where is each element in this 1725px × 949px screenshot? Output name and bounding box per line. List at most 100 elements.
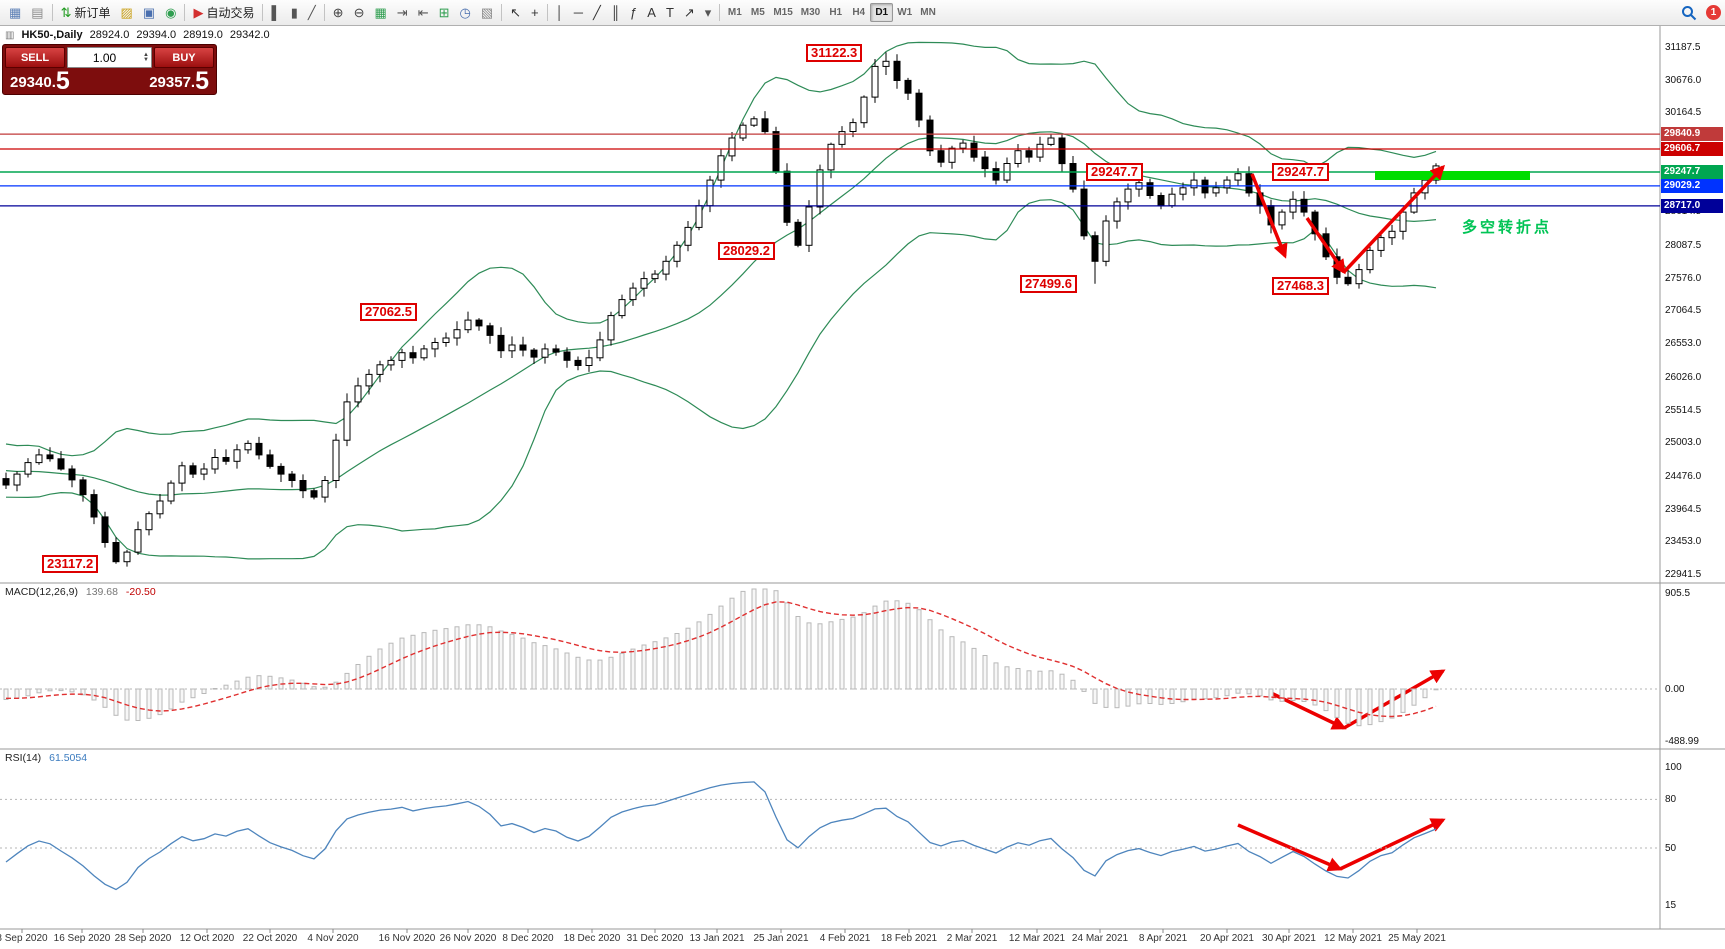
time-axis-label: 22 Oct 2020 [242, 933, 298, 944]
chart-shift-button[interactable]: ⇤ [413, 2, 434, 23]
toolbar-separator [546, 4, 548, 21]
timeframe-mn[interactable]: MN [920, 7, 936, 18]
timeframe-w1[interactable]: W1 [897, 7, 913, 18]
sell-button[interactable]: SELL [5, 47, 65, 68]
tile-windows-button[interactable]: ▦ [369, 2, 391, 23]
timeframe-h4[interactable]: H4 [852, 7, 866, 18]
new-chart-button[interactable]: ▦ [4, 2, 26, 23]
price-axis-label: 27064.5 [1665, 305, 1702, 317]
community-button[interactable]: ◉ [160, 2, 181, 23]
macd-value-main: 139.68 [85, 586, 118, 598]
accounts-button[interactable]: ▣ [138, 2, 160, 23]
indicators-icon: ⊞ [438, 5, 450, 20]
arrows-tool-button[interactable]: ↗ [679, 2, 700, 23]
price-annotation[interactable]: 29247.7 [1272, 163, 1329, 181]
search-button[interactable] [1676, 2, 1702, 23]
zoom-out-button[interactable]: ⊖ [349, 2, 370, 23]
price-axis-label: 30676.0 [1665, 74, 1702, 86]
price-annotation[interactable]: 28029.2 [718, 242, 775, 260]
text-button[interactable]: A [642, 2, 661, 23]
new-order-button[interactable]: ⇅ 新订单 [56, 2, 116, 23]
price-tag[interactable]: 28717.0 [1661, 198, 1723, 213]
zoom-in-button[interactable]: ⊕ [328, 2, 349, 23]
trendline-button[interactable]: ╱ [588, 2, 606, 23]
volume-down-icon[interactable]: ▼ [143, 56, 149, 63]
text-label-icon: T [665, 5, 674, 20]
auto-trading-icon: ▶ [193, 5, 204, 20]
line-chart-icon: ╱ [307, 5, 316, 20]
buy-price-big-digit: 5 [195, 67, 209, 95]
templates-button[interactable]: ▧ [476, 2, 498, 23]
timeframe-d1[interactable]: D1 [870, 3, 894, 22]
cursor-button[interactable]: ↖ [505, 2, 526, 23]
time-axis-label: 16 Sep 2020 [53, 933, 111, 944]
resistance-highlight[interactable] [1375, 171, 1530, 180]
templates-icon: ▧ [480, 5, 494, 20]
channel-icon: ║ [610, 5, 621, 20]
history-center-button[interactable]: ▨ [116, 2, 138, 23]
fibonacci-button[interactable]: ƒ [625, 2, 642, 23]
auto-scroll-icon: ⇥ [396, 5, 408, 20]
volume-field: ▲ ▼ [67, 47, 152, 68]
horizontal-line-button[interactable]: ─ [569, 2, 588, 23]
price-tag[interactable]: 29029.2 [1661, 178, 1723, 193]
time-axis-label: 12 Oct 2020 [179, 933, 235, 944]
timeframe-h1[interactable]: H1 [829, 7, 843, 18]
crosshair-button[interactable]: + [526, 2, 544, 23]
timeframe-m30[interactable]: M30 [800, 7, 821, 18]
vertical-line-button[interactable]: │ [551, 2, 569, 23]
trendline-icon: ╱ [592, 5, 601, 20]
line-chart-button[interactable]: ╱ [303, 2, 321, 23]
price-tag[interactable]: 29606.7 [1661, 142, 1723, 157]
indicators-button[interactable]: ⊞ [434, 2, 455, 23]
volume-stepper[interactable]: ▲ ▼ [141, 51, 151, 63]
notification-badge[interactable]: 1 [1706, 5, 1721, 20]
time-axis-label: 13 Jan 2021 [689, 933, 745, 944]
toolbar-separator [184, 4, 186, 21]
rsi-name: RSI(14) [5, 752, 42, 764]
price-tag[interactable]: 29840.9 [1661, 127, 1723, 142]
chart-shift-icon: ⇤ [417, 5, 429, 20]
sell-price-big-digit: 5 [55, 67, 70, 95]
price-axis-label: 22941.5 [1665, 568, 1702, 580]
price-annotation[interactable]: 23117.2 [42, 555, 99, 573]
macd-signal-line [6, 601, 1437, 718]
toolbar-separator [719, 4, 721, 21]
time-axis-label: 26 Nov 2020 [439, 933, 497, 944]
price-annotation[interactable]: 27499.6 [1020, 275, 1077, 293]
volume-input[interactable] [68, 50, 142, 65]
price-annotation[interactable]: 27468.3 [1272, 277, 1329, 295]
timeframe-m1[interactable]: M1 [727, 7, 742, 18]
time-axis-label: 18 Feb 2021 [880, 933, 938, 944]
bar-chart-button[interactable]: ▌ [266, 2, 285, 23]
one-click-trading-panel: SELL ▲ ▼ BUY 29340.5 29357.5 [2, 44, 217, 95]
price-annotation[interactable]: 29247.7 [1086, 163, 1143, 181]
timeframe-m5[interactable]: M5 [750, 7, 765, 18]
rsi-indicator-label: RSI(14) 61.5054 [5, 752, 87, 764]
price-annotation[interactable]: 31122.3 [806, 44, 863, 62]
auto-scroll-button[interactable]: ⇥ [392, 2, 413, 23]
timeframe-m15[interactable]: M15 [773, 7, 793, 18]
price-annotation[interactable]: 27062.5 [360, 303, 417, 321]
buy-button[interactable]: BUY [154, 47, 214, 68]
volume-up-icon[interactable]: ▲ [143, 51, 149, 58]
zoom-in-icon: ⊕ [332, 5, 344, 20]
text-label-button[interactable]: T [661, 2, 679, 23]
chart-symbol-info: ▥ HK50-,Daily 28924.0 29394.0 28919.0 29… [5, 29, 270, 41]
price-axis-label: 23964.5 [1665, 503, 1702, 515]
price-axis-label: 25514.5 [1665, 404, 1702, 416]
price-axis-label: 25003.0 [1665, 437, 1702, 449]
time-axis-label: 4 Nov 2020 [307, 933, 359, 944]
auto-trading-button[interactable]: ▶ 自动交易 [188, 2, 259, 23]
profiles-button[interactable]: ▤ [26, 2, 48, 23]
toolbar-separator [51, 4, 53, 21]
shapes-dropdown[interactable]: ▾ [700, 2, 717, 23]
candlestick-chart-button[interactable]: ▮ [286, 2, 303, 23]
channel-button[interactable]: ║ [606, 2, 625, 23]
rsi-axis-label: 15 [1665, 899, 1677, 911]
price-tag[interactable]: 29247.7 [1661, 164, 1723, 179]
periods-button[interactable]: ◷ [455, 2, 476, 23]
profiles-icon: ▤ [31, 5, 44, 20]
price-axis-label: 26553.0 [1665, 338, 1702, 350]
